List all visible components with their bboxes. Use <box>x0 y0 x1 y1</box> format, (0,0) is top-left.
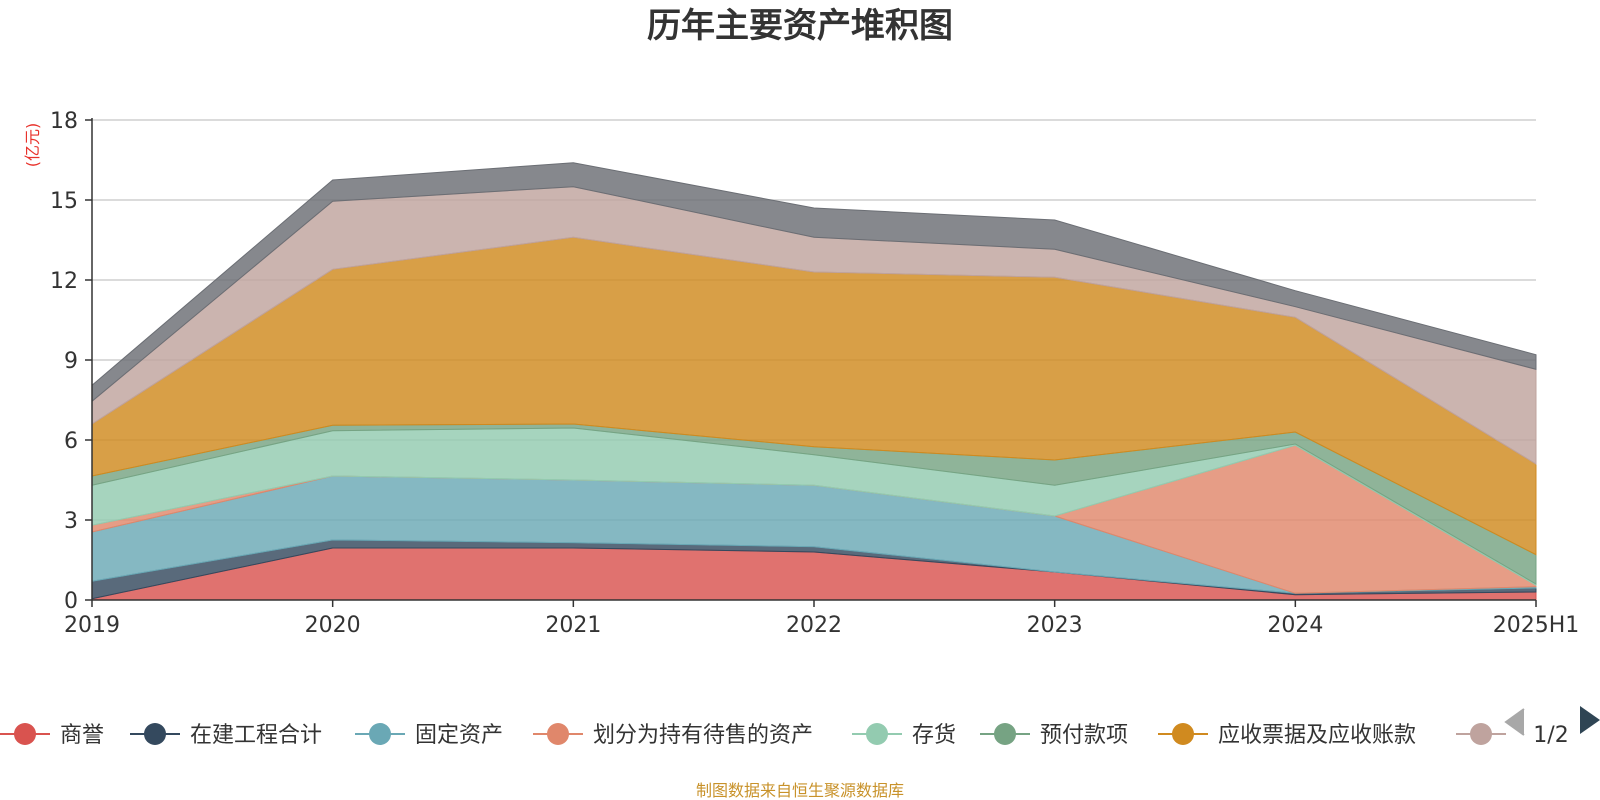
y-tick-label: 9 <box>64 349 78 374</box>
legend-dot-marker <box>369 723 391 745</box>
legend-item[interactable]: 商誉 <box>0 723 104 748</box>
y-axis-unit-label: (亿元) <box>23 123 42 168</box>
y-tick-label: 6 <box>64 429 78 454</box>
legend-label: 存货 <box>912 723 956 748</box>
legend-item[interactable]: 存货 <box>852 723 956 748</box>
chart-title: 历年主要资产堆积图 <box>647 6 953 46</box>
y-tick-label: 3 <box>64 509 78 534</box>
legend-dot-marker <box>547 723 569 745</box>
x-tick-label: 2019 <box>64 613 120 638</box>
legend-dot-marker <box>866 723 888 745</box>
legend-item[interactable] <box>1456 723 1506 745</box>
legend-label: 固定资产 <box>415 723 503 748</box>
x-tick-label: 2021 <box>545 613 601 638</box>
x-tick-label: 2023 <box>1027 613 1083 638</box>
legend-label: 预付款项 <box>1040 723 1128 748</box>
legend-page-indicator: 1/2 <box>1533 723 1568 748</box>
area-series-8 <box>91 162 1537 403</box>
x-tick-label: 2020 <box>305 613 361 638</box>
legend-item[interactable]: 预付款项 <box>980 723 1128 748</box>
legend-item[interactable]: 固定资产 <box>355 723 503 748</box>
axes: 0 3 6 9 12 15 18 2019 2020 2021 2022 2023 2024 2025H1 <box>50 109 1579 638</box>
x-tick-label: 2025H1 <box>1493 613 1580 638</box>
legend-label: 应收票据及应收账款 <box>1218 723 1416 748</box>
legend-dot-marker <box>14 723 36 745</box>
legend-dot-marker <box>1172 723 1194 745</box>
y-tick-label: 12 <box>50 269 78 294</box>
x-tick-label: 2024 <box>1267 613 1323 638</box>
legend-pager: 1/2 <box>1504 706 1600 748</box>
data-source-note: 制图数据来自恒生聚源数据库 <box>696 781 904 800</box>
legend-dot-marker <box>144 723 166 745</box>
legend-prev-page-icon[interactable] <box>1504 708 1525 736</box>
legend-dot-marker <box>994 723 1016 745</box>
legend-item[interactable]: 在建工程合计 <box>130 723 322 748</box>
legend-item[interactable]: 划分为持有待售的资产 <box>533 723 813 748</box>
y-tick-label: 0 <box>64 589 78 614</box>
y-tick-label: 15 <box>50 189 78 214</box>
legend-next-page-icon[interactable] <box>1580 706 1600 734</box>
x-tick-label: 2022 <box>786 613 842 638</box>
legend-item[interactable]: 应收票据及应收账款 <box>1158 723 1416 748</box>
stacked-areas <box>91 162 1537 601</box>
y-tick-label: 18 <box>50 109 78 134</box>
legend-label: 在建工程合计 <box>190 723 322 748</box>
legend: 商誉 在建工程合计 固定资产 划分为持有待售的资产 存货 预付款项 应收票据及应收账款 <box>0 723 1506 748</box>
legend-label: 划分为持有待售的资产 <box>593 723 813 748</box>
legend-label: 商誉 <box>60 723 104 748</box>
legend-dot-marker <box>1470 723 1492 745</box>
